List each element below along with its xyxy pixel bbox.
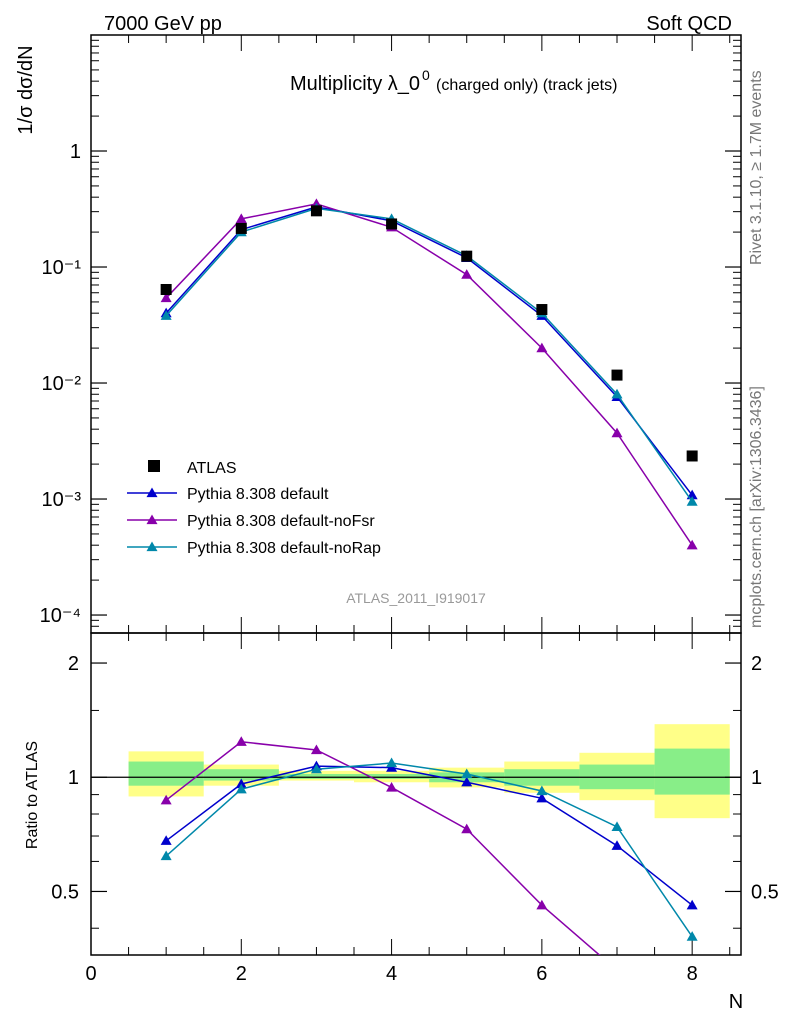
y-tick-label: 10⁻⁴ xyxy=(40,605,81,627)
ratio-frame xyxy=(90,632,742,956)
series-line xyxy=(165,203,693,546)
header-right: Soft QCD xyxy=(646,13,732,35)
y-tick-label: 10⁻³ xyxy=(42,489,82,511)
ratio-marker xyxy=(160,850,172,861)
series-marker xyxy=(160,310,172,320)
ratio-band-inner xyxy=(278,773,355,779)
data-point xyxy=(386,218,398,230)
y-axis-label: 1/σ dσ/dN xyxy=(15,45,37,134)
chart-title-small: (charged only) (track jets) xyxy=(436,77,617,94)
ratio-marker xyxy=(235,736,247,746)
x-axis-label: N xyxy=(729,991,743,1013)
ratio-marker xyxy=(686,931,698,941)
legend-label: ATLAS xyxy=(187,460,237,477)
ratio-line xyxy=(165,741,601,955)
series-marker xyxy=(686,539,698,550)
chart-title-main: Multiplicity λ_0 xyxy=(290,73,420,95)
y-tick-label: 10⁻¹ xyxy=(42,257,82,279)
main-panel-axes: 10⁻⁴ 10⁻³ 10⁻² 10⁻¹ 1 xyxy=(40,34,742,634)
ratio-marker xyxy=(536,899,548,910)
ratio-tick-label: 2 xyxy=(68,653,79,675)
series-marker xyxy=(461,269,473,279)
ratio-marker xyxy=(235,778,247,789)
ratio-panel-series xyxy=(160,736,698,975)
series-line xyxy=(165,206,693,496)
ratio-band-inner xyxy=(354,773,430,779)
legend: ATLAS Pythia 8.308 default Pythia 8.308 de… xyxy=(127,460,381,557)
series-marker xyxy=(160,292,172,303)
ratio-axis-label: Ratio to ATLAS xyxy=(24,741,41,849)
legend-label: Pythia 8.308 default-noFsr xyxy=(187,513,375,530)
ratio-marker xyxy=(235,783,247,794)
y-tick-label: 1 xyxy=(70,141,81,163)
ratio-line xyxy=(165,762,693,938)
ratio-marker xyxy=(612,965,623,975)
ratio-band-inner xyxy=(654,748,730,795)
series-marker xyxy=(611,427,623,438)
series-marker xyxy=(686,496,698,506)
legend-label: Pythia 8.308 default xyxy=(187,486,329,503)
data-point xyxy=(310,205,322,217)
mcplots-label: mcplots.cern.ch [arXiv:1306.3436] xyxy=(748,386,765,628)
x-tick-label: 4 xyxy=(386,963,397,985)
legend-marker xyxy=(146,487,158,498)
data-point xyxy=(160,283,172,295)
series-line xyxy=(165,207,693,503)
ratio-marker xyxy=(611,821,623,831)
x-tick-label: 2 xyxy=(236,963,247,985)
data-point xyxy=(686,450,698,462)
ratio-marker xyxy=(461,823,473,834)
ratio-marker xyxy=(536,792,548,803)
ratio-marker xyxy=(160,835,172,845)
y-tick-label: 10⁻² xyxy=(42,373,82,395)
legend-marker-data xyxy=(148,460,160,472)
ratio-band-inner xyxy=(203,769,279,781)
chart-title: Multiplicity λ_0 0 (charged only) (track… xyxy=(290,67,617,95)
main-panel-series xyxy=(160,198,698,550)
ratio-marker xyxy=(310,744,322,755)
legend-label: Pythia 8.308 default-noRap xyxy=(187,540,381,557)
data-point xyxy=(235,222,247,234)
ratio-line xyxy=(165,765,693,906)
ratio-band-inner xyxy=(128,761,204,786)
ratio-marker xyxy=(461,768,473,779)
series-marker xyxy=(235,213,247,223)
ratio-marker xyxy=(160,794,172,805)
ratio-tick-label-right: 1 xyxy=(751,767,762,789)
ratio-marker xyxy=(686,899,698,910)
ratio-panel-axes: 0.5 0.5 1 1 2 2 0 2 4 6 8 xyxy=(51,632,779,985)
legend-marker xyxy=(146,541,158,552)
header-left: 7000 GeV pp xyxy=(104,13,222,35)
ratio-marker xyxy=(386,757,398,768)
ratio-marker xyxy=(310,763,322,774)
ratio-tick-label: 1 xyxy=(68,767,79,789)
ratio-uncertainty-bands xyxy=(128,724,730,819)
x-tick-label: 6 xyxy=(536,963,547,985)
data-point xyxy=(611,369,623,381)
chart-title-superscript: 0 xyxy=(422,67,430,83)
ratio-tick-label: 0.5 xyxy=(51,881,79,903)
legend-marker xyxy=(146,514,158,525)
x-tick-label: 8 xyxy=(687,963,698,985)
series-marker xyxy=(611,388,623,399)
ratio-marker xyxy=(386,781,398,792)
analysis-label: ATLAS_2011_I919017 xyxy=(346,590,486,606)
ratio-tick-label-right: 0.5 xyxy=(751,881,779,903)
ratio-marker xyxy=(611,840,623,850)
series-marker xyxy=(536,342,548,353)
data-point xyxy=(536,304,548,316)
ratio-series-group xyxy=(160,736,698,975)
ratio-tick-label-right: 2 xyxy=(751,653,762,675)
ratio-marker xyxy=(461,776,473,787)
data-point xyxy=(461,250,473,262)
ratio-marker xyxy=(536,785,548,796)
rivet-version-label: Rivet 3.1.10, ≥ 1.7M events xyxy=(748,70,765,265)
x-tick-label: 0 xyxy=(85,963,96,985)
